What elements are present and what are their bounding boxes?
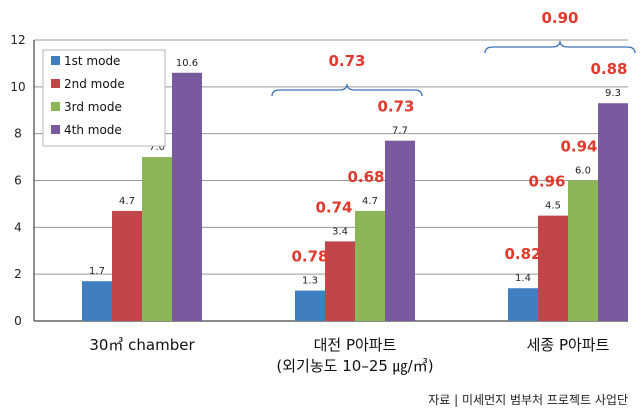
legend-swatch [51, 125, 60, 134]
y-tick-label: 6 [14, 174, 22, 188]
value-label: 4.7 [119, 196, 135, 207]
x-category-label: 세종 P아파트 [527, 336, 610, 354]
bars [82, 72, 628, 322]
y-tick-label: 8 [14, 127, 22, 141]
ratio-annotation: 0.96 [528, 173, 565, 191]
group-annotation: 0.90 [541, 9, 578, 27]
value-label: 6.0 [575, 166, 591, 177]
value-label: 4.5 [545, 201, 561, 212]
group-braces [271, 40, 636, 97]
value-label: 7.7 [392, 126, 408, 137]
ratio-annotation: 0.73 [377, 98, 414, 116]
ratio-annotation: 0.78 [291, 248, 328, 266]
value-label: 1.7 [89, 266, 105, 277]
y-tick-label: 4 [14, 220, 22, 234]
legend: 1st mode 2nd mode 3rd mode 4th mode [42, 49, 166, 147]
bar-2-3 [538, 215, 568, 321]
ratio-annotation: 0.82 [504, 245, 541, 263]
x-category-label: 대전 P아파트 [314, 336, 397, 354]
bar-4-2 [385, 140, 415, 321]
bar-1-3 [508, 288, 538, 321]
legend-box [42, 49, 166, 147]
y-tick-label: 0 [14, 314, 22, 328]
y-tick-label: 12 [10, 33, 25, 47]
ratio-annotation: 0.88 [590, 60, 627, 78]
source-note: 자료 | 미세먼지 범부처 프로젝트 사업단 [428, 393, 628, 407]
bar-2-1 [112, 210, 142, 321]
y-axis-ticks: 0 2 4 6 8 10 12 [10, 33, 25, 328]
bar-1-1 [82, 281, 112, 321]
value-label: 1.4 [515, 273, 531, 284]
x-category-sublabel: (외기농도 10–25 ㎍/㎥) [276, 357, 433, 375]
legend-swatch [51, 79, 60, 88]
legend-label: 2nd mode [64, 77, 125, 91]
bar-4-3 [598, 103, 628, 321]
value-label: 1.3 [302, 276, 318, 287]
value-label: 7.0 [149, 142, 165, 153]
legend-label: 1st mode [64, 54, 120, 68]
y-tick-label: 2 [14, 267, 22, 281]
value-label: 9.3 [605, 88, 621, 99]
x-category-label: 30㎥ chamber [89, 336, 195, 354]
bar-4-1 [172, 72, 202, 322]
group-brace [271, 83, 423, 97]
category-labels: 30㎥ chamber 대전 P아파트 (외기농도 10–25 ㎍/㎥) 세종 P아파… [89, 336, 609, 375]
ratio-annotation: 0.68 [347, 168, 384, 186]
bar-3-2 [355, 210, 385, 321]
value-label: 10.6 [176, 58, 198, 69]
value-label: 3.4 [332, 226, 348, 237]
value-label: 4.7 [362, 196, 378, 207]
bar-3-3 [568, 180, 598, 321]
legend-swatch [51, 56, 60, 65]
ratio-annotation: 0.74 [315, 198, 352, 216]
legend-label: 4th mode [64, 123, 122, 137]
ratio-annotation: 0.94 [560, 138, 597, 156]
legend-swatch [51, 102, 60, 111]
bar-1-2 [295, 290, 325, 321]
value-labels: 1.7 1.3 1.4 4.7 3.4 4.5 7.0 4.7 6.0 10.6 7.7 9.3 [89, 58, 621, 287]
ratio-annotations: 0.78 0.82 0.74 0.96 0.68 0.94 0.73 0.88 0.73 0.90 [291, 9, 627, 266]
group-brace [484, 40, 636, 54]
bar-3-1 [142, 157, 172, 321]
group-annotation: 0.73 [328, 52, 365, 70]
legend-label: 3rd mode [64, 100, 122, 114]
y-tick-label: 10 [10, 80, 25, 94]
bar-2-2 [325, 241, 355, 321]
